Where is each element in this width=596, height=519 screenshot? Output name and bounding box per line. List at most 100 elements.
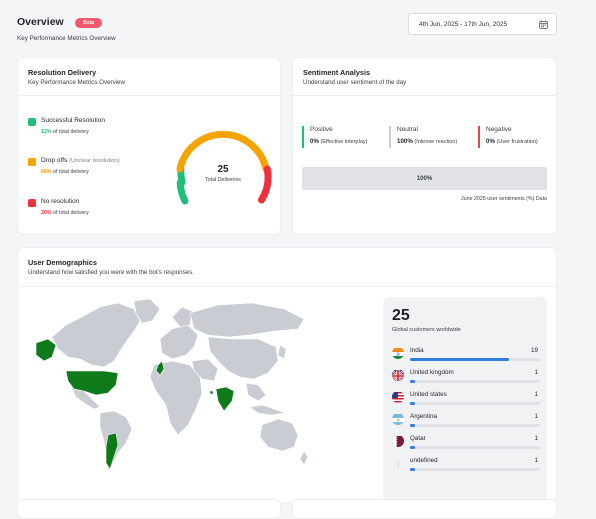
legend-swatch: [28, 158, 36, 166]
customers-total: 25: [392, 307, 410, 324]
sentiment-neutral: Neutral 100% (Intense reaction): [389, 126, 457, 148]
page-header: Overview Beta Key Performance Metrics Ov…: [17, 12, 116, 42]
page-subtitle: Key Performance Metrics Overview: [17, 35, 116, 42]
demographics-subtitle: Understand how satisfied you were with t…: [28, 269, 194, 276]
us-flag-icon: [392, 391, 404, 403]
country-row-undefined[interactable]: undefined 1: [392, 456, 540, 476]
gauge-arc-dropoffs: [176, 130, 270, 173]
sentiment-analysis-card: Sentiment Analysis Understand user senti…: [292, 57, 557, 235]
country-count: 19: [530, 347, 538, 354]
country-row-india[interactable]: India 19: [392, 346, 540, 366]
country-row-united-states[interactable]: United states 1: [392, 390, 540, 410]
map-region-japan: [277, 344, 287, 360]
country-count: 1: [534, 457, 538, 464]
country-share-fill: [410, 402, 416, 405]
sentiment-name: Positive: [310, 126, 333, 133]
sentiment-note: (Intense reaction): [414, 139, 458, 145]
sentiment-title: Sentiment Analysis: [303, 68, 371, 77]
country-breakdown-panel: 25 Global customers worldwide India 19 U…: [383, 297, 547, 503]
calendar-icon[interactable]: [539, 20, 548, 29]
argentina-flag-icon: [392, 413, 404, 425]
bottom-card-left: [17, 499, 281, 519]
sentiment-value: 0%: [310, 138, 319, 145]
resolution-item-pct: 12%: [41, 129, 52, 135]
country-count: 1: [534, 435, 538, 442]
country-row-qatar[interactable]: Qatar 1: [392, 434, 540, 454]
sentiment-note: (Effective interplay): [320, 139, 368, 145]
date-range-picker[interactable]: 4th Jun, 2025 - 17th Jun, 2025: [408, 13, 557, 35]
sentiment-footnote: June 2025 user sentiments (%) Data: [461, 196, 547, 202]
resolution-item-label: Successful Resolution: [41, 117, 105, 124]
country-name: United states: [410, 391, 447, 398]
country-share-bar: [410, 424, 540, 427]
date-range-value: 4th Jun, 2025 - 17th Jun, 2025: [419, 20, 508, 28]
qatar-flag-icon: [392, 435, 404, 447]
resolution-item-note: (Unclear resolution): [69, 158, 120, 164]
page-title: Overview: [17, 16, 64, 28]
map-region-new-zealand: [299, 450, 309, 466]
customers-total-label: Global customers worldwide: [392, 327, 461, 333]
demographics-title: User Demographics: [28, 258, 97, 267]
resolution-item-pct: 68%: [41, 169, 52, 175]
country-row-argentina[interactable]: Argentina 1: [392, 412, 540, 432]
country-name: Qatar: [410, 435, 426, 442]
country-name: Argentina: [410, 413, 437, 420]
resolution-item-pct-suffix: of total delivery: [53, 129, 89, 135]
resolution-item-pct-suffix: of total delivery: [53, 169, 89, 175]
map-region-se-asia: [245, 382, 267, 402]
beta-badge: Beta: [75, 18, 102, 28]
country-share-fill: [410, 468, 416, 471]
country-name: undefined: [410, 457, 438, 464]
sentiment-value: 0%: [486, 138, 495, 145]
map-region-asia: [207, 336, 279, 380]
map-region-canada: [51, 302, 141, 368]
country-share-fill: [410, 424, 416, 427]
gauge-green-segment: [176, 179, 189, 205]
map-region-argentina: [105, 432, 119, 470]
sentiment-positive: Positive 0% (Effective interplay): [302, 126, 367, 148]
country-count: 1: [534, 391, 538, 398]
map-region-australia: [259, 418, 299, 452]
country-share-bar: [410, 380, 540, 383]
map-region-russia: [189, 302, 305, 338]
blank-flag-icon: [392, 457, 404, 469]
resolution-item-pct-suffix: of total delivery: [53, 210, 89, 216]
sentiment-subtitle: Understand user sentiment of the day: [303, 79, 407, 86]
resolution-item-pct: 20%: [41, 210, 52, 216]
sentiment-note: (User frustration): [496, 139, 538, 145]
country-share-bar: [410, 446, 540, 449]
sentiment-value: 100%: [397, 138, 413, 145]
resolution-item-label: No resolution: [41, 198, 80, 205]
resolution-item-label: Drop offs: [41, 157, 68, 164]
uk-flag-icon: [392, 369, 404, 381]
world-map[interactable]: [22, 295, 312, 475]
country-share-bar: [410, 358, 540, 361]
map-region-united-kingdom: [155, 360, 165, 376]
legend-swatch: [28, 118, 36, 126]
sentiment-bar-label: 100%: [416, 175, 433, 182]
map-region-scandinavia: [171, 306, 193, 328]
india-flag-icon: [392, 347, 404, 359]
map-region-europe: [159, 324, 199, 360]
resolution-subtitle: Key Performance Metrics Overview: [28, 79, 125, 86]
map-region-mexico: [71, 388, 101, 410]
country-count: 1: [534, 369, 538, 376]
resolution-delivery-card: Resolution Delivery Key Performance Metr…: [17, 57, 281, 235]
country-share-fill: [410, 446, 416, 449]
map-region-united-states: [65, 370, 119, 396]
sentiment-stacked-bar: 100%: [302, 167, 547, 190]
sentiment-negative: Negative 0% (User frustration): [478, 126, 538, 148]
country-share-bar: [410, 402, 540, 405]
sentiment-name: Neutral: [397, 126, 418, 133]
country-share-bar: [410, 468, 540, 471]
resolution-title: Resolution Delivery: [28, 68, 97, 77]
map-region-indonesia: [249, 404, 286, 416]
country-count: 1: [534, 413, 538, 420]
country-share-fill: [410, 380, 416, 383]
country-row-united-kingdom[interactable]: United kingdom 1: [392, 368, 540, 388]
legend-swatch: [28, 199, 36, 207]
map-region-alaska: [35, 338, 57, 362]
country-name: United kingdom: [410, 369, 454, 376]
bottom-card-right: [292, 499, 557, 519]
map-region-qatar: [209, 390, 214, 395]
